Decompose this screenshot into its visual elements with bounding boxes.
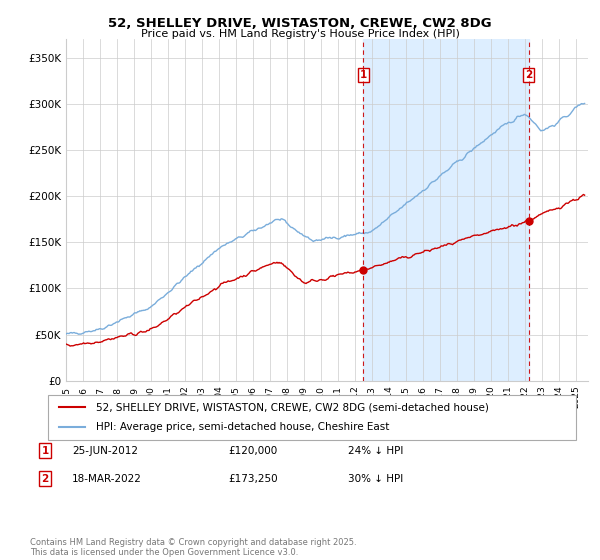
Bar xyxy=(363,39,529,381)
Text: Contains HM Land Registry data © Crown copyright and database right 2025.
This d: Contains HM Land Registry data © Crown c… xyxy=(30,538,356,557)
Text: Price paid vs. HM Land Registry's House Price Index (HPI): Price paid vs. HM Land Registry's House … xyxy=(140,29,460,39)
Point xyxy=(358,265,368,274)
Text: HPI: Average price, semi-detached house, Cheshire East: HPI: Average price, semi-detached house,… xyxy=(95,422,389,432)
Text: 1: 1 xyxy=(41,446,49,456)
Text: 30% ↓ HPI: 30% ↓ HPI xyxy=(348,474,403,484)
Text: 18-MAR-2022: 18-MAR-2022 xyxy=(72,474,142,484)
Text: 52, SHELLEY DRIVE, WISTASTON, CREWE, CW2 8DG (semi-detached house): 52, SHELLEY DRIVE, WISTASTON, CREWE, CW2… xyxy=(95,402,488,412)
Text: 52, SHELLEY DRIVE, WISTASTON, CREWE, CW2 8DG: 52, SHELLEY DRIVE, WISTASTON, CREWE, CW2… xyxy=(108,17,492,30)
Text: 24% ↓ HPI: 24% ↓ HPI xyxy=(348,446,403,456)
Text: 25-JUN-2012: 25-JUN-2012 xyxy=(72,446,138,456)
Text: £120,000: £120,000 xyxy=(228,446,277,456)
FancyBboxPatch shape xyxy=(48,395,576,440)
Point xyxy=(524,216,533,225)
Text: £173,250: £173,250 xyxy=(228,474,278,484)
Text: 1: 1 xyxy=(359,70,367,80)
Text: 2: 2 xyxy=(41,474,49,484)
Text: 2: 2 xyxy=(525,70,532,80)
